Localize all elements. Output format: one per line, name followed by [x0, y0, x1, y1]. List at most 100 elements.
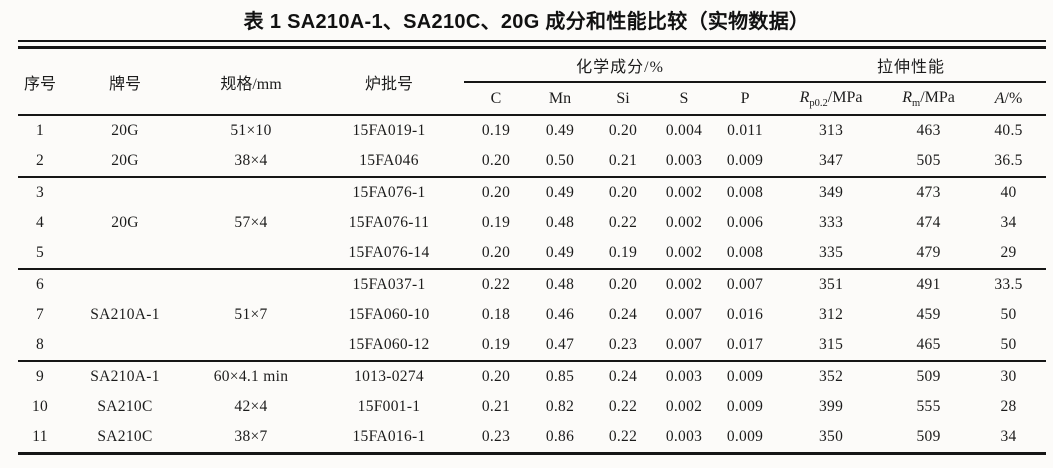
cell-spec: 42×4 — [234, 398, 268, 415]
cell-elongation: 33.5 — [994, 276, 1023, 293]
table-row: 3 20G 57×4 15FA076-1 0.20 0.49 0.20 0.002 0.008 3… — [18, 177, 1046, 231]
cell-rp02: 335 — [818, 244, 844, 261]
cell-elongation: 36.5 — [994, 152, 1023, 169]
table-row: 11 SA210C 38×7 15FA016-1 0.23 0.86 0.22 0.003 0.… — [18, 422, 1046, 454]
cell-elongation: 29 — [1000, 244, 1017, 261]
cell-rm: 509 — [916, 428, 941, 445]
cell-chem-c: 0.18 — [481, 306, 511, 323]
cell-rm: 459 — [916, 306, 941, 323]
cell-rp02: 347 — [818, 152, 844, 169]
rm-unit: /MPa — [920, 88, 955, 106]
cell-chem-si: 0.22 — [608, 214, 638, 231]
cell-chem-mn: 0.46 — [545, 306, 575, 323]
table-row: 1 20G 51×10 15FA019-1 0.19 0.49 0.20 0.004 0.011… — [18, 115, 1046, 146]
cell-chem-s: 0.002 — [665, 244, 703, 261]
rp-unit: /MPa — [827, 88, 863, 106]
cell-seq: 7 — [35, 306, 45, 323]
cell-grade: SA210C — [97, 398, 153, 415]
cell-chem-c: 0.22 — [481, 276, 511, 293]
cell-chem-c: 0.20 — [481, 184, 511, 201]
table-group-2: 3 20G 57×4 15FA076-1 0.20 0.49 0.20 0.002 0.008 3… — [18, 177, 1047, 269]
comparison-table: 序号 牌号 规格/mm 炉批号 化学成分/% 拉伸性能 C Mn Si S P … — [18, 46, 1047, 455]
col-header-si: Si — [616, 89, 630, 107]
cell-chem-s: 0.002 — [665, 276, 703, 293]
cell-grade: SA210C — [97, 428, 153, 445]
cell-rp02: 313 — [818, 122, 844, 139]
col-header-p: P — [740, 89, 750, 107]
table-group-4: 9 SA210A-1 60×4.1 min 1013-0274 0.20 0.85 0.24… — [18, 361, 1047, 454]
cell-chem-c: 0.20 — [481, 368, 511, 385]
cell-elongation: 34 — [1000, 428, 1017, 445]
cell-chem-s: 0.003 — [665, 428, 703, 445]
col-group-chemical: 化学成分/% — [464, 47, 777, 83]
cell-elongation: 50 — [1000, 336, 1017, 353]
cell-chem-si: 0.24 — [608, 306, 638, 323]
cell-chem-c: 0.19 — [481, 122, 511, 139]
cell-grade: 20G — [111, 214, 139, 231]
rp-symbol: R — [799, 88, 810, 106]
cell-batch: 15FA060-10 — [348, 306, 430, 323]
cell-elongation: 40 — [1000, 184, 1017, 201]
cell-chem-mn: 0.86 — [545, 428, 575, 445]
cell-chem-p: 0.009 — [726, 428, 764, 445]
table-row: 5 15FA076-14 0.20 0.49 0.19 0.002 0.008 335 479 2… — [18, 238, 1046, 269]
cell-rp02: 349 — [818, 184, 844, 201]
cell-batch: 15FA076-1 — [352, 184, 426, 201]
cell-elongation: 50 — [1000, 306, 1017, 323]
cell-chem-p: 0.017 — [726, 336, 764, 353]
cell-chem-si: 0.19 — [608, 244, 638, 261]
cell-chem-p: 0.009 — [726, 152, 764, 169]
cell-grade: SA210A-1 — [90, 368, 160, 385]
cell-spec: 38×4 — [234, 152, 268, 169]
cell-chem-c: 0.19 — [481, 336, 511, 353]
cell-batch: 15FA076-11 — [348, 214, 430, 231]
rp-subscript: p0.2 — [809, 97, 828, 109]
cell-rm: 555 — [916, 398, 941, 415]
cell-spec: 51×10 — [230, 122, 272, 139]
table-header: 序号 牌号 规格/mm 炉批号 化学成分/% 拉伸性能 C Mn Si S P … — [18, 47, 1047, 115]
cell-chem-s: 0.002 — [665, 214, 703, 231]
cell-chem-mn: 0.82 — [545, 398, 575, 415]
header-row-sub: C Mn Si S P Rp0.2/MPa Rm/MPa A/% — [18, 82, 1046, 115]
cell-seq: 11 — [32, 428, 48, 445]
cell-rm: 465 — [916, 336, 941, 353]
cell-chem-p: 0.009 — [726, 368, 764, 385]
col-header-spec: 规格/mm — [220, 75, 282, 93]
cell-chem-c: 0.23 — [481, 428, 511, 445]
cell-chem-s: 0.007 — [665, 336, 703, 353]
cell-rp02: 352 — [818, 368, 844, 385]
cell-rm: 463 — [916, 122, 941, 139]
cell-chem-c: 0.21 — [481, 398, 511, 415]
cell-grade: 20G — [111, 122, 139, 139]
table-container: 序号 牌号 规格/mm 炉批号 化学成分/% 拉伸性能 C Mn Si S P … — [18, 40, 1047, 455]
cell-chem-si: 0.20 — [608, 184, 638, 201]
cell-rm: 473 — [916, 184, 941, 201]
cell-chem-mn: 0.85 — [545, 368, 575, 385]
a-symbol: A — [994, 89, 1005, 107]
table-group-1: 1 20G 51×10 15FA019-1 0.19 0.49 0.20 0.004 0.011… — [18, 115, 1046, 177]
cell-batch: 15FA046 — [359, 152, 419, 169]
col-header-rp02: Rp0.2/MPa — [776, 82, 886, 115]
cell-elongation: 28 — [1000, 398, 1017, 415]
cell-chem-mn: 0.48 — [545, 276, 575, 293]
cell-chem-s: 0.003 — [665, 152, 703, 169]
cell-chem-mn: 0.47 — [545, 336, 575, 353]
cell-chem-p: 0.006 — [726, 214, 764, 231]
cell-seq: 9 — [35, 368, 45, 385]
cell-seq: 6 — [35, 276, 45, 293]
cell-chem-mn: 0.49 — [545, 122, 575, 139]
header-row-groups: 序号 牌号 规格/mm 炉批号 化学成分/% 拉伸性能 — [18, 47, 1047, 93]
cell-elongation: 40.5 — [994, 122, 1023, 139]
cell-rp02: 315 — [818, 336, 844, 353]
table-row: 9 SA210A-1 60×4.1 min 1013-0274 0.20 0.85 0.24… — [18, 361, 1046, 392]
cell-chem-s: 0.002 — [665, 184, 703, 201]
cell-chem-p: 0.008 — [726, 244, 764, 261]
cell-chem-p: 0.008 — [726, 184, 764, 201]
table-row: 7 15FA060-10 0.18 0.46 0.24 0.007 0.016 312 459 5… — [18, 300, 1046, 330]
col-header-grade: 牌号 — [108, 75, 141, 93]
rm-subscript: m — [912, 97, 921, 109]
cell-chem-si: 0.22 — [608, 428, 638, 445]
rm-symbol: R — [902, 88, 913, 106]
cell-chem-si: 0.20 — [608, 276, 638, 293]
